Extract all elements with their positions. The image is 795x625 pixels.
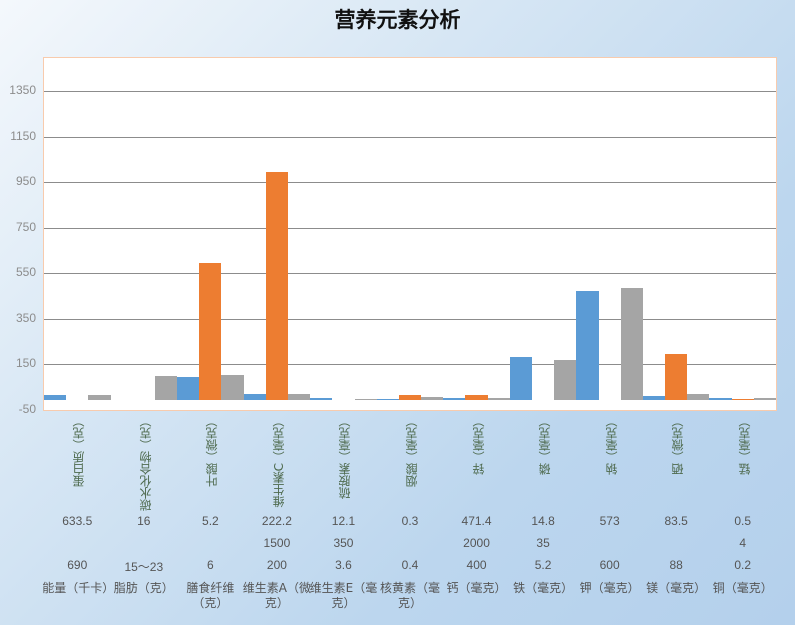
table-cell: 5.2 bbox=[534, 558, 552, 572]
y-tick-label: 950 bbox=[15, 174, 36, 189]
bar bbox=[154, 376, 178, 400]
table-row-label: 膳食纤维（克） bbox=[186, 581, 235, 610]
bar bbox=[487, 398, 510, 400]
table-cell: 3.6 bbox=[335, 558, 352, 572]
gridline bbox=[44, 273, 776, 275]
gridline bbox=[44, 364, 776, 366]
y-tick-label: 1350 bbox=[9, 83, 36, 97]
category-label: 磷（毫克） bbox=[538, 415, 553, 475]
y-tick-label: 750 bbox=[15, 219, 36, 234]
bar bbox=[221, 374, 244, 400]
table-cell: 15～23 bbox=[124, 560, 164, 574]
table-cell: 2000 bbox=[463, 536, 490, 550]
bar bbox=[443, 398, 466, 400]
bar bbox=[576, 291, 599, 400]
category-label: 锌（毫克） bbox=[471, 415, 486, 475]
table-cell: 4 bbox=[739, 536, 747, 550]
table-cell: 14.8 bbox=[531, 514, 555, 528]
table-cell: 12.1 bbox=[331, 514, 356, 528]
table-cell: 83.5 bbox=[664, 514, 688, 528]
category-label: 硫胺素（毫克） bbox=[338, 415, 353, 499]
category-label: 维生素C（毫克） bbox=[271, 415, 286, 508]
table-cell: 600 bbox=[599, 558, 620, 572]
category-label: 钠（毫克） bbox=[604, 415, 619, 475]
table-row-label: 维生素E（毫克） bbox=[309, 581, 378, 610]
table-cell: 200 bbox=[266, 558, 287, 572]
table-row-label: 铁（毫克） bbox=[513, 581, 574, 595]
category-label: 烟酸（毫克） bbox=[405, 415, 419, 487]
table-cell: 0.5 bbox=[734, 514, 752, 528]
table-cell: 35 bbox=[536, 536, 550, 550]
y-tick-label: 150 bbox=[15, 356, 36, 371]
table-cell: 573 bbox=[599, 514, 620, 528]
table-cell: 6 bbox=[207, 558, 214, 572]
table-row-label: 钙（毫克） bbox=[446, 581, 507, 595]
bar bbox=[177, 376, 200, 400]
category-label: 叶酸（微克） bbox=[205, 415, 220, 487]
bar bbox=[398, 395, 422, 400]
y-tick-label: 350 bbox=[15, 310, 36, 325]
bar bbox=[642, 396, 666, 400]
bar bbox=[243, 393, 266, 400]
bar bbox=[310, 398, 333, 400]
table-cell: 0.3 bbox=[401, 514, 419, 528]
bar bbox=[620, 287, 643, 400]
bar bbox=[44, 395, 67, 400]
y-tick-label: 1150 bbox=[10, 128, 36, 143]
plot-area bbox=[43, 57, 777, 411]
gridline bbox=[44, 182, 776, 184]
category-label: 锰（毫克） bbox=[737, 415, 752, 475]
gridline bbox=[44, 227, 776, 229]
chart-title: 营养元素分析 bbox=[334, 7, 461, 32]
table-row-label: 能量（千卡） bbox=[42, 581, 115, 595]
table-cell: 222.2 bbox=[261, 514, 292, 528]
table-cell: 690 bbox=[67, 558, 88, 572]
table-cell: 88 bbox=[669, 558, 683, 572]
bar bbox=[509, 357, 532, 400]
table-cell: 350 bbox=[333, 536, 354, 550]
category-label: 蛋白质（克） bbox=[72, 415, 87, 487]
table-row-label: 镁（毫克） bbox=[646, 581, 707, 595]
table-cell: 0.2 bbox=[734, 558, 752, 572]
y-tick-label: 550 bbox=[15, 265, 36, 280]
table-cell: 471.4 bbox=[461, 514, 492, 528]
table-cell: 400 bbox=[466, 558, 487, 572]
bar bbox=[709, 398, 732, 400]
y-tick-label: -50 bbox=[18, 402, 36, 416]
table-cell: 633.5 bbox=[62, 514, 93, 528]
bar bbox=[687, 393, 710, 400]
gridline bbox=[44, 91, 776, 92]
table-cell: 0.4 bbox=[401, 558, 419, 572]
table-row-label: 维生素A（微克） bbox=[242, 581, 312, 610]
table-row-label: 钾（毫克） bbox=[579, 581, 640, 595]
bar bbox=[731, 398, 754, 400]
bar bbox=[88, 395, 111, 400]
bar bbox=[265, 171, 288, 400]
table-row-label: 核黄素（毫克） bbox=[379, 581, 440, 610]
table-row-label: 脂肪（克） bbox=[113, 581, 174, 595]
bar bbox=[421, 397, 444, 400]
bar bbox=[753, 398, 776, 400]
gridline bbox=[44, 136, 776, 138]
bar bbox=[554, 359, 577, 400]
category-label: 碳水化合物（克） bbox=[138, 415, 153, 511]
table-cell: 5.2 bbox=[202, 514, 219, 528]
table-row-label: 铜（毫克） bbox=[712, 581, 773, 595]
category-label: 硒（微克） bbox=[671, 415, 686, 475]
bar bbox=[354, 399, 377, 401]
table-cell: 16 bbox=[137, 514, 151, 528]
bar bbox=[665, 354, 688, 400]
table-cell: 1500 bbox=[263, 536, 291, 550]
bar bbox=[376, 399, 399, 401]
bar bbox=[199, 262, 222, 400]
bar bbox=[465, 395, 488, 400]
bar bbox=[288, 393, 311, 400]
gridline bbox=[44, 318, 776, 320]
